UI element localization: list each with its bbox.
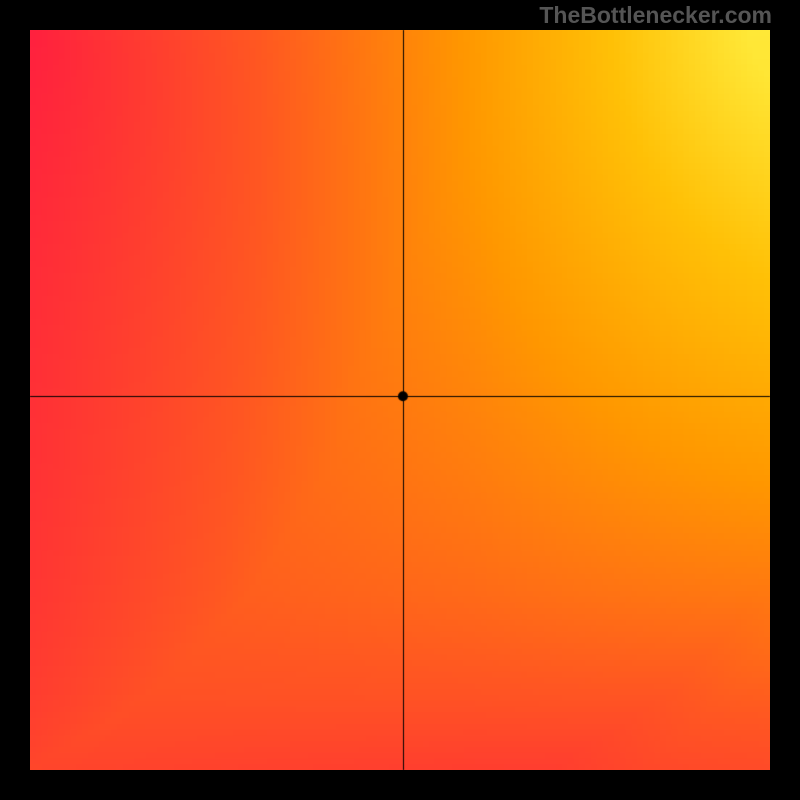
watermark-label: TheBottlenecker.com (539, 2, 772, 29)
overlay-canvas (0, 0, 800, 800)
chart-container: TheBottlenecker.com (0, 0, 800, 800)
